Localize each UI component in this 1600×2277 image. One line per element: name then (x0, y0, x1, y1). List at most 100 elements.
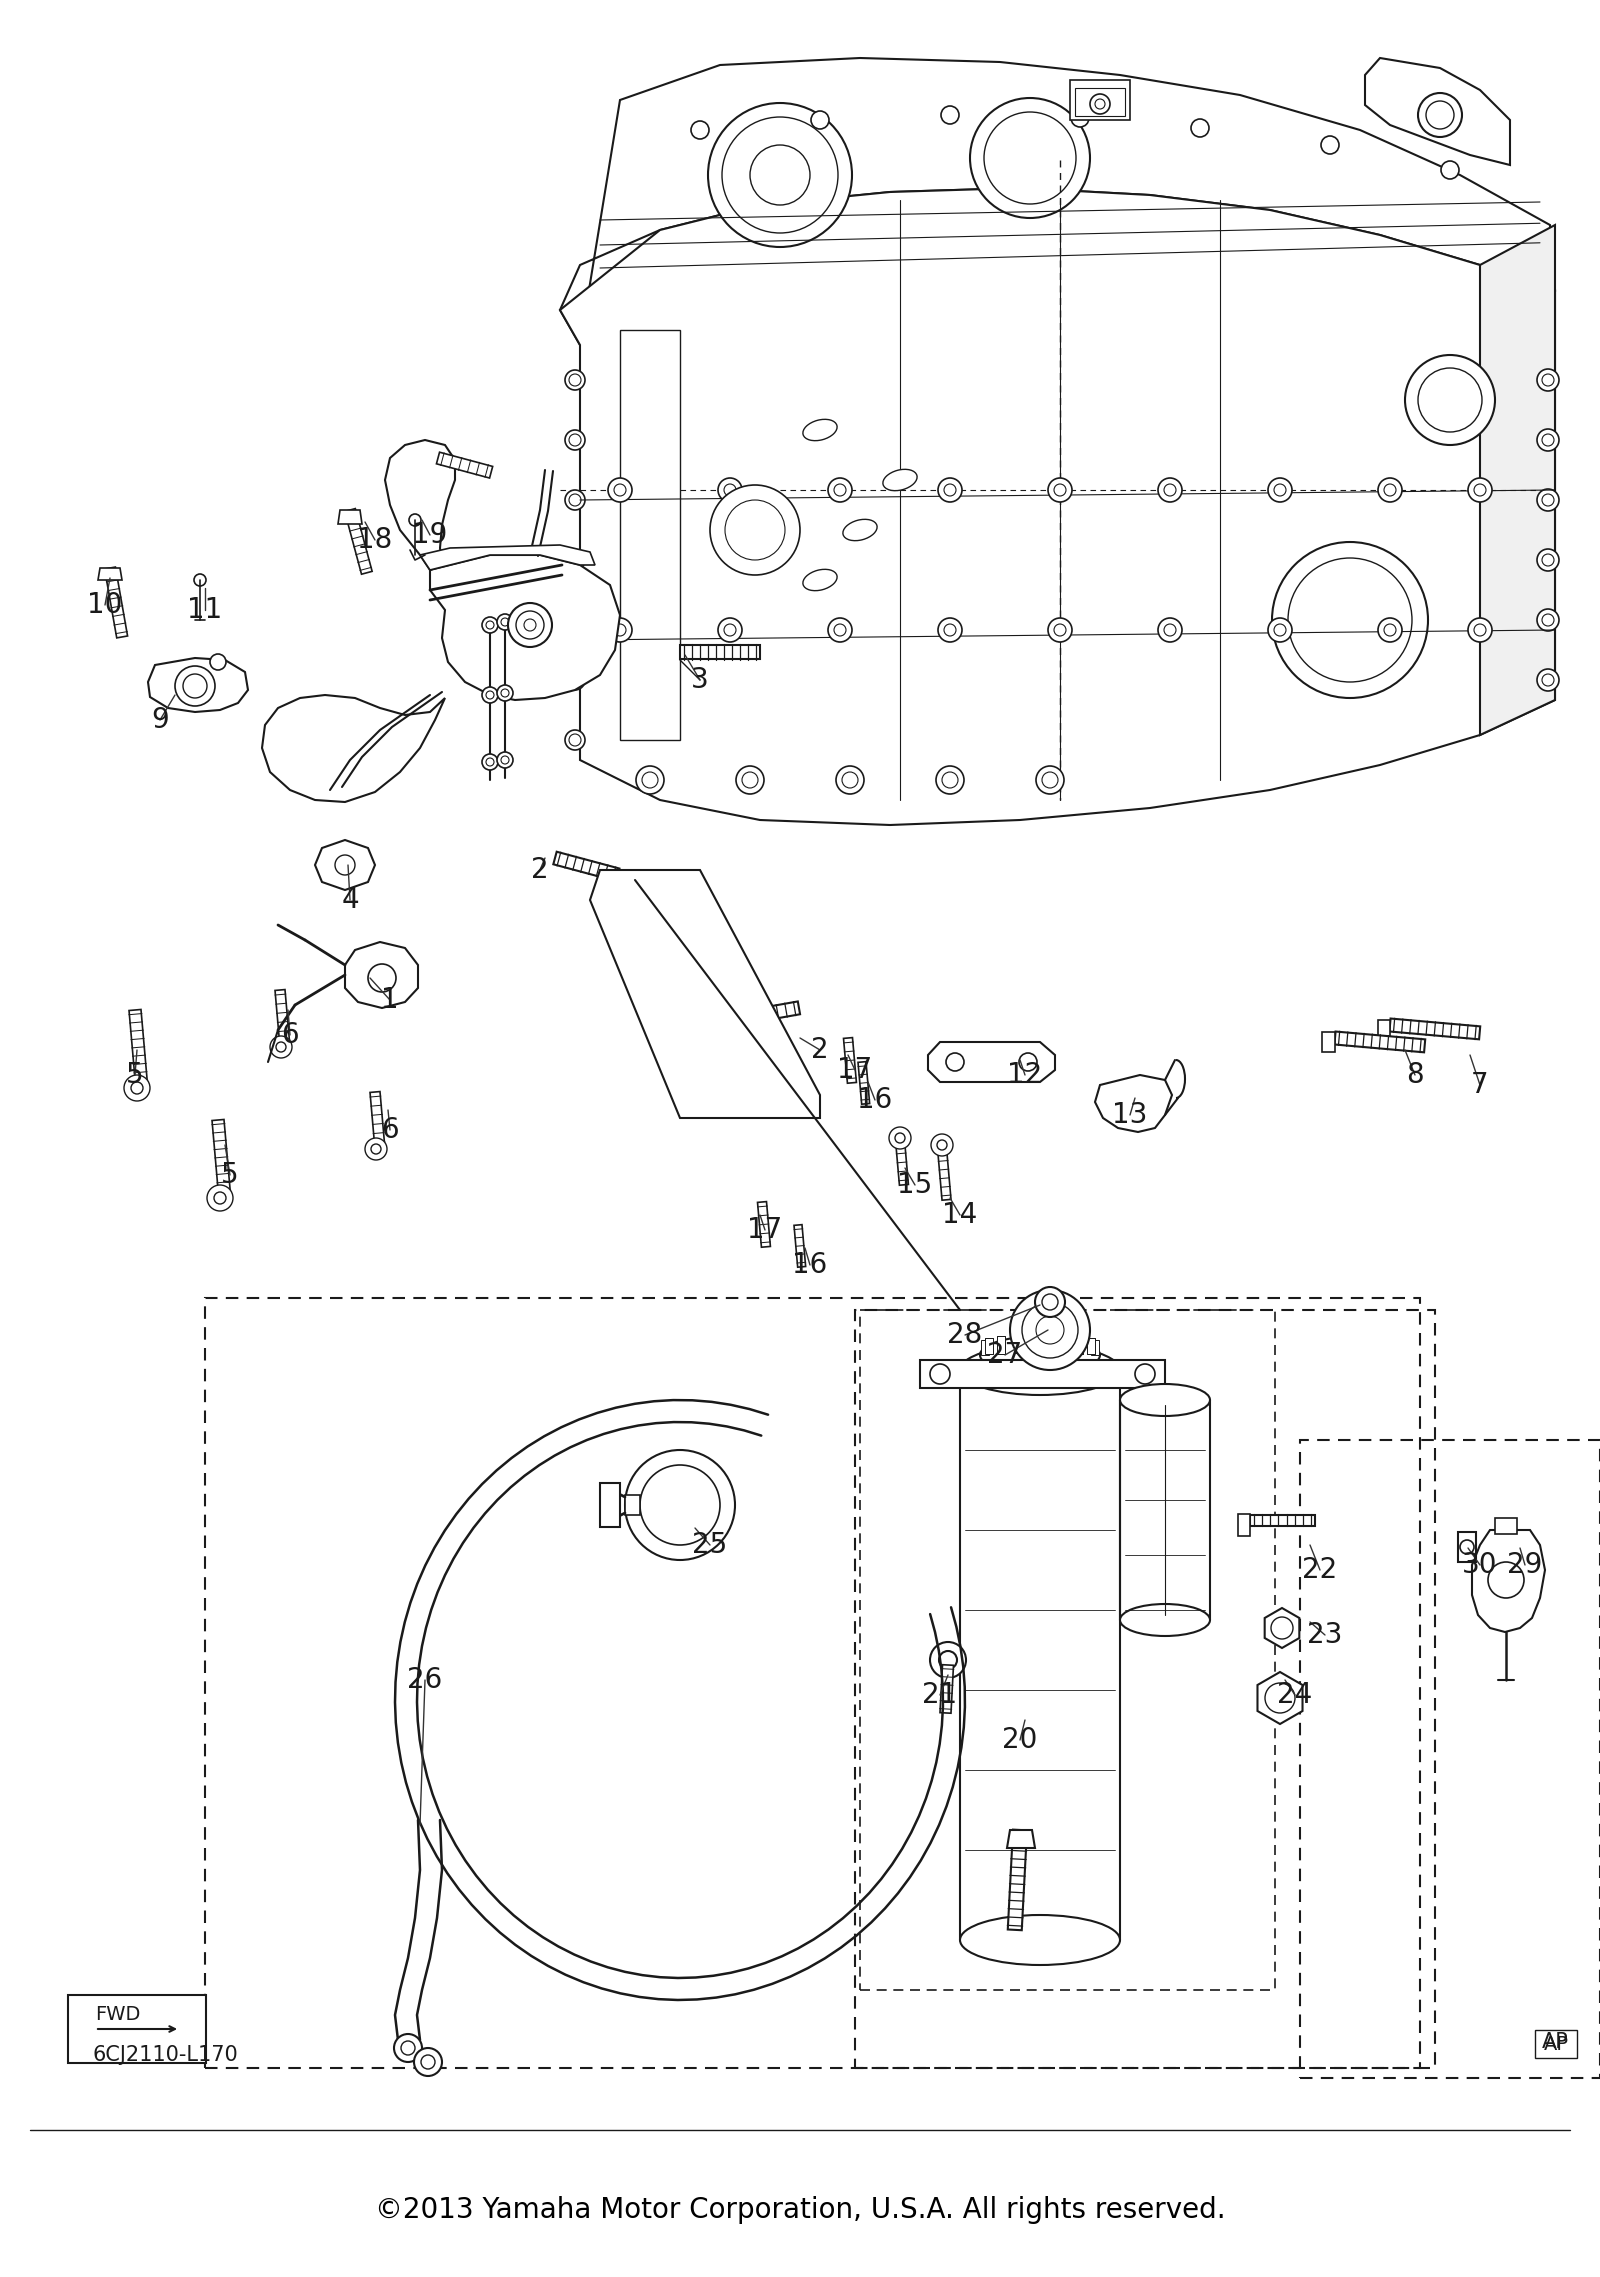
Circle shape (829, 478, 851, 501)
Polygon shape (419, 544, 595, 569)
Bar (1091, 1339, 1099, 1355)
Circle shape (938, 617, 962, 642)
Circle shape (565, 669, 586, 690)
Bar (205, 1298, 1421, 2068)
Polygon shape (1008, 1831, 1027, 1931)
Circle shape (1048, 478, 1072, 501)
Circle shape (725, 501, 786, 560)
Circle shape (565, 551, 586, 569)
Circle shape (270, 1036, 291, 1059)
Circle shape (174, 665, 214, 706)
Circle shape (570, 615, 581, 626)
Circle shape (835, 765, 864, 795)
Bar (997, 1337, 1005, 1355)
Bar (1086, 1339, 1094, 1355)
Polygon shape (1365, 57, 1510, 164)
Polygon shape (1322, 1031, 1334, 1052)
Circle shape (1048, 617, 1072, 642)
Polygon shape (1238, 1514, 1250, 1537)
Text: 15: 15 (898, 1170, 933, 1200)
Circle shape (1469, 617, 1491, 642)
Polygon shape (338, 510, 362, 524)
Circle shape (642, 772, 658, 788)
Ellipse shape (803, 569, 837, 590)
Circle shape (1022, 1302, 1078, 1357)
Circle shape (1019, 1052, 1037, 1070)
Polygon shape (1250, 1514, 1315, 1526)
Circle shape (1267, 617, 1293, 642)
Polygon shape (1472, 1530, 1546, 1633)
Polygon shape (843, 1038, 856, 1084)
Circle shape (1488, 1562, 1523, 1598)
Circle shape (750, 146, 810, 205)
Bar (1458, 1532, 1475, 1562)
Polygon shape (98, 567, 122, 581)
Circle shape (834, 624, 846, 635)
Text: 14: 14 (942, 1200, 978, 1230)
Circle shape (614, 485, 626, 496)
Circle shape (1542, 494, 1554, 505)
Circle shape (182, 674, 206, 699)
Text: FWD: FWD (96, 2006, 141, 2024)
Circle shape (1542, 553, 1554, 567)
Circle shape (1542, 435, 1554, 446)
Text: 2: 2 (531, 856, 549, 883)
Circle shape (939, 1651, 957, 1669)
Circle shape (486, 690, 494, 699)
Polygon shape (437, 453, 493, 478)
Text: 24: 24 (1277, 1680, 1312, 1710)
Text: 8: 8 (1406, 1061, 1424, 1088)
Polygon shape (680, 644, 760, 658)
Circle shape (1542, 373, 1554, 387)
Circle shape (1384, 624, 1395, 635)
Circle shape (1070, 109, 1090, 128)
Bar (986, 1339, 994, 1355)
Bar (1037, 1334, 1043, 1353)
Circle shape (1542, 615, 1554, 626)
Circle shape (1042, 772, 1058, 788)
Circle shape (718, 617, 742, 642)
Polygon shape (147, 658, 248, 713)
Polygon shape (1480, 225, 1555, 735)
Circle shape (501, 690, 509, 697)
Circle shape (1378, 478, 1402, 501)
Circle shape (482, 754, 498, 770)
Bar (1014, 1334, 1022, 1353)
Polygon shape (621, 330, 680, 740)
Circle shape (1459, 1539, 1474, 1553)
Circle shape (890, 1127, 910, 1150)
Text: 12: 12 (1008, 1061, 1043, 1088)
Circle shape (131, 1082, 142, 1093)
Ellipse shape (1120, 1384, 1210, 1416)
Polygon shape (730, 1002, 800, 1027)
Text: 6: 6 (282, 1020, 299, 1050)
Circle shape (570, 733, 581, 747)
Circle shape (1274, 485, 1286, 496)
Circle shape (210, 653, 226, 669)
Polygon shape (370, 1091, 384, 1148)
Text: 9: 9 (150, 706, 170, 733)
Circle shape (946, 1052, 963, 1070)
Circle shape (509, 603, 552, 647)
Polygon shape (315, 840, 374, 890)
Text: 23: 23 (1307, 1621, 1342, 1649)
Circle shape (970, 98, 1090, 219)
Bar (67, 1995, 206, 2063)
Polygon shape (130, 1009, 147, 1086)
Circle shape (1405, 355, 1494, 444)
Circle shape (842, 772, 858, 788)
Polygon shape (938, 1148, 950, 1200)
Circle shape (1542, 674, 1554, 685)
Circle shape (501, 617, 509, 626)
Text: AP: AP (1544, 2036, 1568, 2054)
Polygon shape (896, 1138, 909, 1186)
Circle shape (570, 435, 581, 446)
Text: 20: 20 (1002, 1726, 1038, 1753)
Circle shape (1274, 624, 1286, 635)
Circle shape (277, 1043, 286, 1052)
Circle shape (414, 2047, 442, 2077)
Circle shape (723, 485, 736, 496)
Circle shape (194, 574, 206, 585)
Circle shape (608, 478, 632, 501)
Circle shape (736, 765, 765, 795)
